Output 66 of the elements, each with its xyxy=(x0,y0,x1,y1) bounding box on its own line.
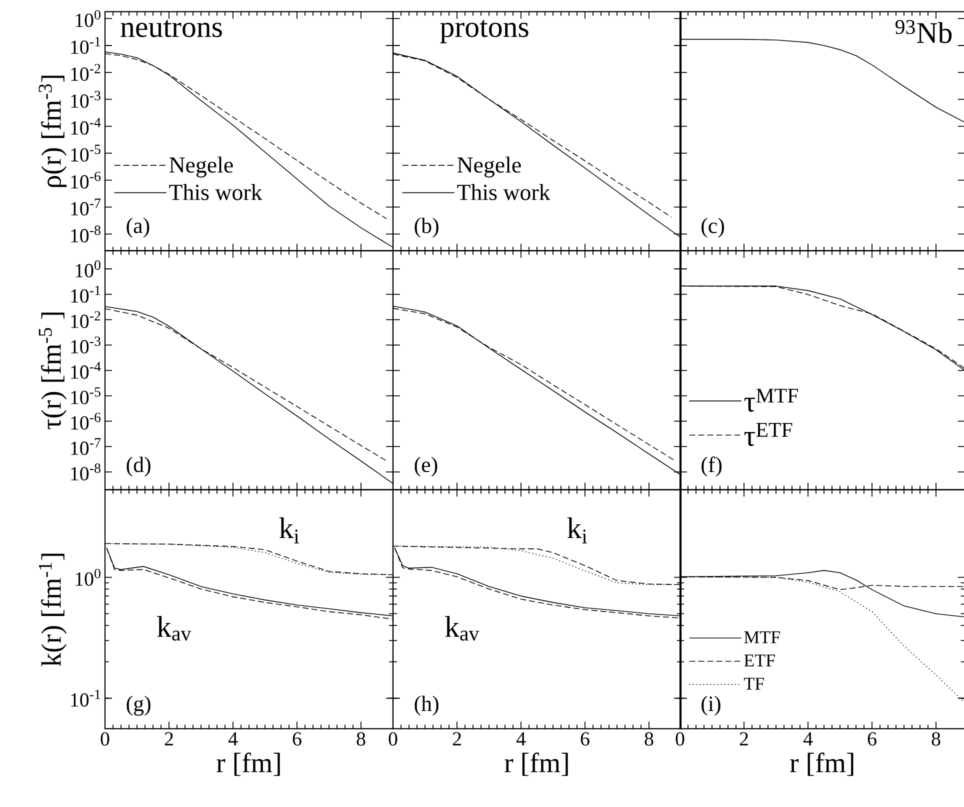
annotation: neutrons xyxy=(120,20,222,38)
legend-label: τ$^{MTF}$ xyxy=(744,388,798,412)
annotation: (d) xyxy=(126,456,150,477)
annotation: (h) xyxy=(414,696,438,716)
y-tick-label: 10$^{-2}$ xyxy=(71,64,100,81)
annotation: (i) xyxy=(702,696,720,716)
legend-label: This work xyxy=(169,184,262,200)
y-axis-title: ρ(r) [fm$^{-3}$] xyxy=(38,76,67,187)
x-tick-label: 6 xyxy=(292,732,302,746)
annotation: (c) xyxy=(702,218,724,238)
x-tick-label: 4 xyxy=(228,732,238,746)
y-tick-label: 10$^{-4}$ xyxy=(71,362,101,379)
annotation: k$_{av}$ xyxy=(157,616,192,641)
legend-label: TF xyxy=(744,678,764,690)
x-tick-label: 4 xyxy=(516,732,526,746)
x-tick-label: 0 xyxy=(388,732,398,746)
x-tick-label: 8 xyxy=(644,732,654,746)
annotation: k$_{i}$ xyxy=(567,517,588,544)
legend-label: Negele xyxy=(169,156,233,178)
y-tick-label: 10$^{-2}$ xyxy=(71,311,100,328)
y-tick-label: 10$^{-6}$ xyxy=(71,172,101,189)
y-tick-label: 10$^{0}$ xyxy=(76,10,100,28)
y-tick-label: 10$^{-8}$ xyxy=(71,463,100,480)
x-tick-label: 6 xyxy=(868,732,876,746)
legend-label: MTF xyxy=(744,631,780,644)
x-tick-label: 4 xyxy=(803,732,813,746)
y-tick-label: 10$^{-1}$ xyxy=(71,690,100,707)
annotation: (b) xyxy=(414,218,438,238)
x-tick-label: 8 xyxy=(932,732,940,746)
y-tick-label: 10$^{-3}$ xyxy=(71,90,100,108)
x-tick-label: 0 xyxy=(676,732,684,746)
y-tick-label: 10$^{-5}$ xyxy=(71,387,100,404)
legend-label: ETF xyxy=(744,654,775,666)
annotation: $^{93}$Nb xyxy=(895,20,952,44)
legend-label: Negele xyxy=(457,156,521,178)
annotation: (f) xyxy=(702,456,722,477)
y-tick-label: 10$^{-7}$ xyxy=(71,438,101,455)
x-tick-label: 2 xyxy=(164,732,173,746)
x-axis-title: r [fm] xyxy=(216,752,280,776)
y-tick-label: 10$^{-8}$ xyxy=(71,226,100,242)
y-tick-label: 10$^{-3}$ xyxy=(71,336,100,354)
y-tick-label: 10$^{0}$ xyxy=(76,568,100,586)
annotation: protons xyxy=(440,20,528,44)
x-tick-label: 6 xyxy=(580,732,590,746)
legend-label: τ$^{ETF}$ xyxy=(744,422,792,446)
y-tick-label: 10$^{0}$ xyxy=(76,260,100,278)
annotation: (e) xyxy=(414,456,438,477)
y-axis-title: τ(r) [fm$^{-5}$ ] xyxy=(38,312,67,430)
y-tick-label: 10$^{-6}$ xyxy=(71,412,101,430)
x-tick-label: 8 xyxy=(356,732,366,746)
y-tick-label: 10$^{-5}$ xyxy=(71,144,100,162)
x-axis-title: r [fm] xyxy=(504,752,568,776)
annotation: k$_{av}$ xyxy=(445,616,480,641)
annotation: (a) xyxy=(126,218,150,238)
y-tick-label: 10$^{-1}$ xyxy=(71,37,100,54)
y-tick-label: 10$^{-7}$ xyxy=(71,198,101,216)
y-axis-title: k(r) [fm$^{-1}$] xyxy=(38,554,67,666)
legend-label: This work xyxy=(457,184,550,200)
annotation: k$_{i}$ xyxy=(279,517,300,544)
x-tick-label: 0 xyxy=(100,732,110,746)
annotation: (g) xyxy=(126,696,150,716)
y-tick-label: 10$^{-4}$ xyxy=(71,118,101,135)
x-axis-title: r [fm] xyxy=(790,752,854,776)
y-tick-label: 10$^{-1}$ xyxy=(71,286,100,303)
x-tick-label: 2 xyxy=(452,732,461,746)
x-tick-label: 2 xyxy=(740,732,748,746)
